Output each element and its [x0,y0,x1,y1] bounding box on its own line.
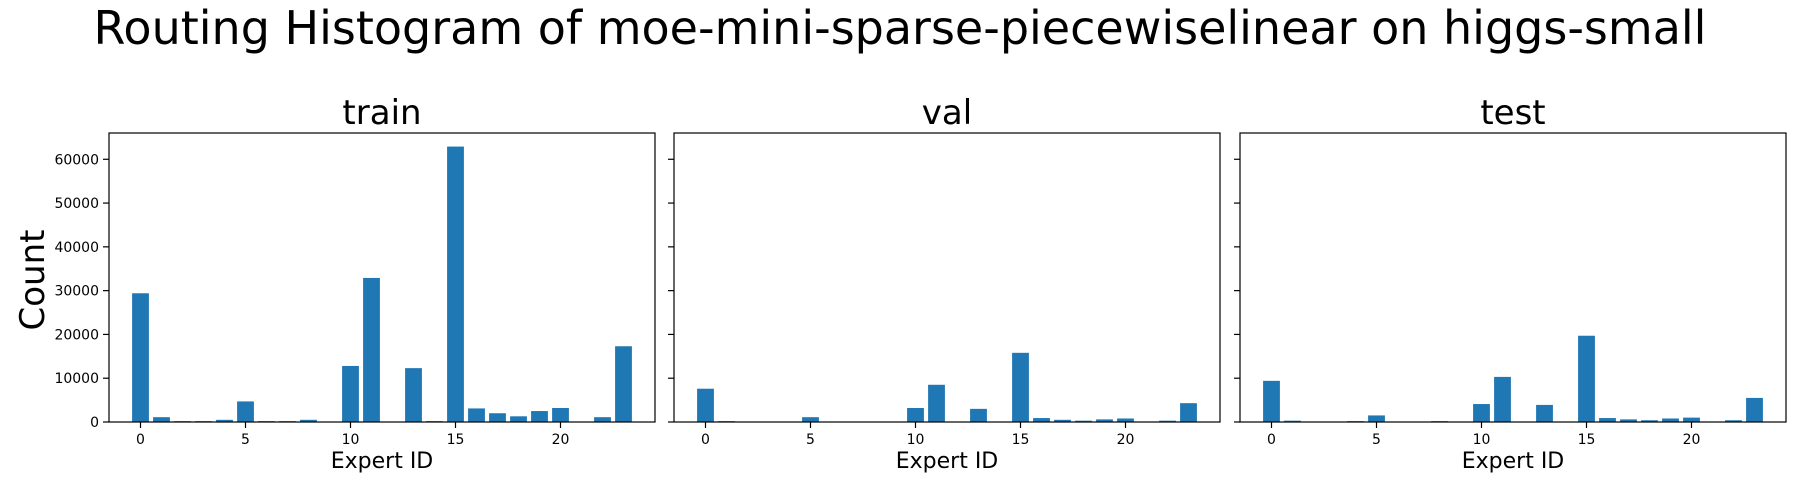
plot-frame [1240,133,1786,422]
panel-val: val 0 5 10 15 20 Expert ID [668,93,1220,474]
y-tick-label: 20000 [54,327,99,343]
figure-title: Routing Histogram of moe-mini-sparse-pie… [94,1,1707,55]
bar-expert-0 [697,389,714,422]
bar-expert-13 [970,409,987,422]
bar-expert-5 [1368,415,1385,422]
bar-expert-15 [1578,336,1595,422]
plot-frame [109,133,655,422]
x-tick-label: 0 [136,432,145,448]
bar-expert-18 [510,416,527,422]
x-axis-label: Expert ID [331,449,434,474]
bar-expert-10 [342,366,359,422]
x-tick-label: 10 [907,432,925,448]
panel-test: test 0 5 10 15 20 Expert ID [1234,93,1786,474]
plot-frame [674,133,1220,422]
bar-expert-15 [1012,353,1029,422]
y-tick-label: 40000 [54,240,99,256]
y-tick-label: 60000 [54,152,99,168]
bar-expert-0 [132,293,149,422]
panel-title: val [922,93,972,133]
bar-expert-5 [237,401,254,422]
x-tick-label: 0 [701,432,710,448]
bar-expert-0 [1263,381,1280,422]
x-tick-label: 10 [342,432,360,448]
bar-expert-20 [1683,418,1700,422]
bar-expert-23 [615,346,632,422]
bar-expert-22 [594,417,611,422]
panel-title: train [342,93,421,133]
bar-expert-19 [531,411,548,422]
bar-expert-23 [1746,398,1763,422]
x-tick-label: 20 [1117,432,1135,448]
bar-expert-11 [363,278,380,422]
x-axis-label: Expert ID [896,449,999,474]
bar-expert-15 [447,147,464,422]
y-tick-label: 0 [90,415,99,431]
bar-expert-10 [1473,404,1490,422]
x-tick-label: 15 [1578,432,1596,448]
panel-train: train 0 5 10 15 20 0 10000 20000 30000 40000 50000 6… [54,93,655,474]
x-tick-label: 20 [1683,432,1701,448]
x-axis-label: Expert ID [1462,449,1565,474]
y-axis-label: Count [13,230,53,331]
x-tick-label: 15 [447,432,465,448]
bar-expert-11 [1494,377,1511,422]
y-tick-label: 30000 [54,284,99,300]
x-tick-label: 0 [1267,432,1276,448]
x-tick-label: 5 [241,432,250,448]
bar-expert-13 [405,368,422,422]
panels-group: train 0 5 10 15 20 0 10000 20000 30000 40000 50000 6… [54,93,1786,474]
bar-expert-5 [802,417,819,422]
bar-expert-11 [928,385,945,422]
x-tick-label: 5 [806,432,815,448]
bar-expert-23 [1180,403,1197,422]
x-tick-label: 20 [552,432,570,448]
bar-expert-16 [468,408,485,422]
y-tick-label: 50000 [54,196,99,212]
panel-title: test [1480,93,1545,133]
bar-expert-20 [552,408,569,422]
x-tick-label: 10 [1473,432,1491,448]
bar-expert-17 [489,413,506,422]
x-tick-label: 15 [1012,432,1030,448]
x-tick-label: 5 [1372,432,1381,448]
bar-expert-13 [1536,405,1553,422]
bar-expert-10 [907,408,924,422]
bar-expert-1 [153,417,170,422]
y-tick-label: 10000 [54,371,99,387]
